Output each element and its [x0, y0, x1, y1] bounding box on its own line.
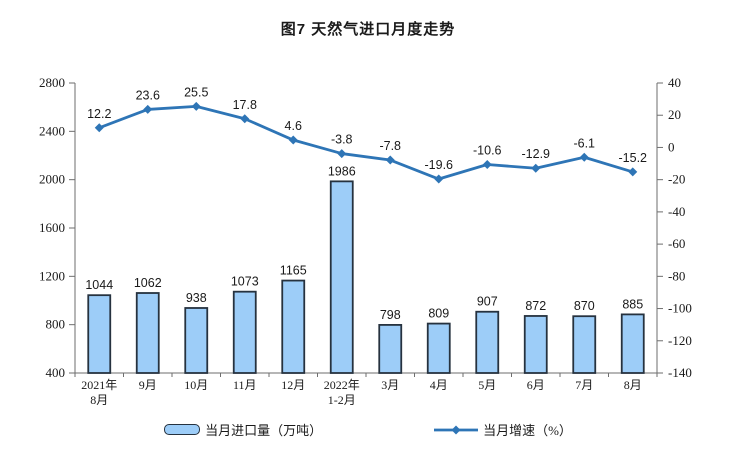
legend-label-imports: 当月进口量（万吨） [205, 423, 323, 438]
line-value-label: 17.8 [233, 98, 257, 112]
legend-item-monthly-growth: 当月增速（%） [434, 420, 572, 439]
line-marker-diamond-icon [94, 123, 104, 133]
line-value-label: -6.1 [573, 136, 595, 150]
bar [281, 279, 306, 374]
line-value-label: 4.6 [285, 119, 302, 133]
left-axis-tick-label: 2400 [39, 123, 65, 138]
bar [329, 180, 354, 374]
bar-value-label: 907 [477, 295, 498, 309]
bar [475, 310, 500, 374]
bar-value-label: 938 [186, 291, 207, 305]
chart-plot-area: 2800 2400 2000 1600 1200 800 400 40 20 0 -20 -40 -60… [39, 75, 692, 407]
line-marker-diamond-icon [482, 160, 492, 170]
bar-value-label: 1165 [280, 264, 307, 278]
x-axis-category-label: 4月 [430, 378, 448, 392]
legend-item-monthly-imports: 当月进口量（万吨） [164, 420, 322, 439]
left-axis-tick-label: 800 [46, 317, 66, 332]
x-axis-category-label: 8月 [624, 378, 642, 392]
left-axis-tick-label: 2000 [39, 172, 65, 187]
line-marker-diamond-icon [143, 104, 153, 114]
bar-value-label: 1062 [134, 276, 162, 290]
line-value-label: 25.5 [184, 85, 208, 99]
right-axis-tick-label: 20 [668, 107, 681, 122]
line-value-label: 23.6 [136, 88, 160, 102]
bar [135, 292, 160, 374]
line-series-swatch-icon [434, 424, 479, 436]
line-marker-diamond-icon [628, 167, 638, 177]
line-value-label: -10.6 [473, 144, 502, 158]
line-value-label: 12.2 [87, 107, 111, 121]
line-marker-diamond-icon [385, 155, 395, 165]
x-axis-category-label: 5月 [478, 378, 496, 392]
line-marker-diamond-icon [337, 149, 347, 159]
x-axis-category-label: 2022年 1-2月 [324, 378, 360, 407]
left-axis-tick-label: 2800 [39, 75, 65, 90]
bar [620, 313, 645, 374]
growth-line [98, 104, 634, 181]
bar-value-label: 809 [428, 307, 449, 321]
legend-label-growth: 当月增速（%） [483, 423, 572, 438]
right-axis-tick-label: -20 [668, 172, 685, 187]
x-axis-category-label: 3月 [381, 378, 399, 392]
line-marker-diamond-icon [579, 152, 589, 162]
line-marker-diamond-icon [288, 135, 298, 145]
x-axis-category-label: 11月 [233, 378, 257, 392]
bar [523, 315, 548, 374]
line-value-label: -12.9 [522, 147, 551, 161]
right-axis-tick-label: -140 [668, 365, 692, 380]
left-axis-tick-label: 400 [46, 365, 66, 380]
x-axis-category-label: 6月 [527, 378, 545, 392]
bar [572, 315, 597, 374]
bar-value-label: 872 [525, 299, 546, 313]
right-axis-tick-label: 40 [668, 75, 681, 90]
bar-value-label: 798 [380, 308, 401, 322]
chart-title: 图7 天然气进口月度走势 [280, 21, 456, 38]
bar [184, 307, 209, 374]
right-axis-tick-label: -60 [668, 236, 685, 251]
bar [87, 294, 112, 374]
line-marker-diamond-icon [191, 101, 201, 111]
right-axis-tick-label: -100 [668, 301, 692, 316]
right-axis-tick-label: -80 [668, 268, 685, 283]
bar-value-label: 885 [622, 297, 643, 311]
right-axis-tick-label: -40 [668, 204, 685, 219]
right-axis-tick-label: 0 [668, 139, 675, 154]
x-axis-category-label: 2021年 8月 [81, 378, 117, 407]
bar-value-label: 1044 [85, 278, 113, 292]
bar [426, 322, 451, 374]
line-value-label: -19.6 [425, 158, 454, 172]
line-marker-diamond-icon [531, 163, 541, 173]
line-marker-diamond-icon [240, 114, 250, 124]
line-value-label: -7.8 [379, 139, 401, 153]
x-axis-category-label: 10月 [184, 378, 208, 392]
chart-legend: 当月进口量（万吨） 当月增速（%） [0, 420, 736, 439]
x-axis-category-label: 7月 [575, 378, 593, 392]
bar [232, 290, 257, 374]
x-axis-category-label: 9月 [139, 378, 157, 392]
left-axis-tick-label: 1600 [39, 220, 65, 235]
line-value-label: -3.8 [331, 133, 353, 147]
x-axis-category-label: 12月 [281, 378, 305, 392]
line-marker-diamond-icon [434, 174, 444, 184]
bar-value-label: 1073 [231, 275, 259, 289]
right-axis-tick-label: -120 [668, 333, 692, 348]
bar [378, 324, 403, 374]
left-axis-tick-label: 1200 [39, 268, 65, 283]
bar-series-swatch-icon [164, 424, 201, 435]
line-value-label: -15.2 [619, 151, 648, 165]
bar-value-label: 1986 [328, 164, 356, 178]
bar-value-label: 870 [574, 299, 595, 313]
